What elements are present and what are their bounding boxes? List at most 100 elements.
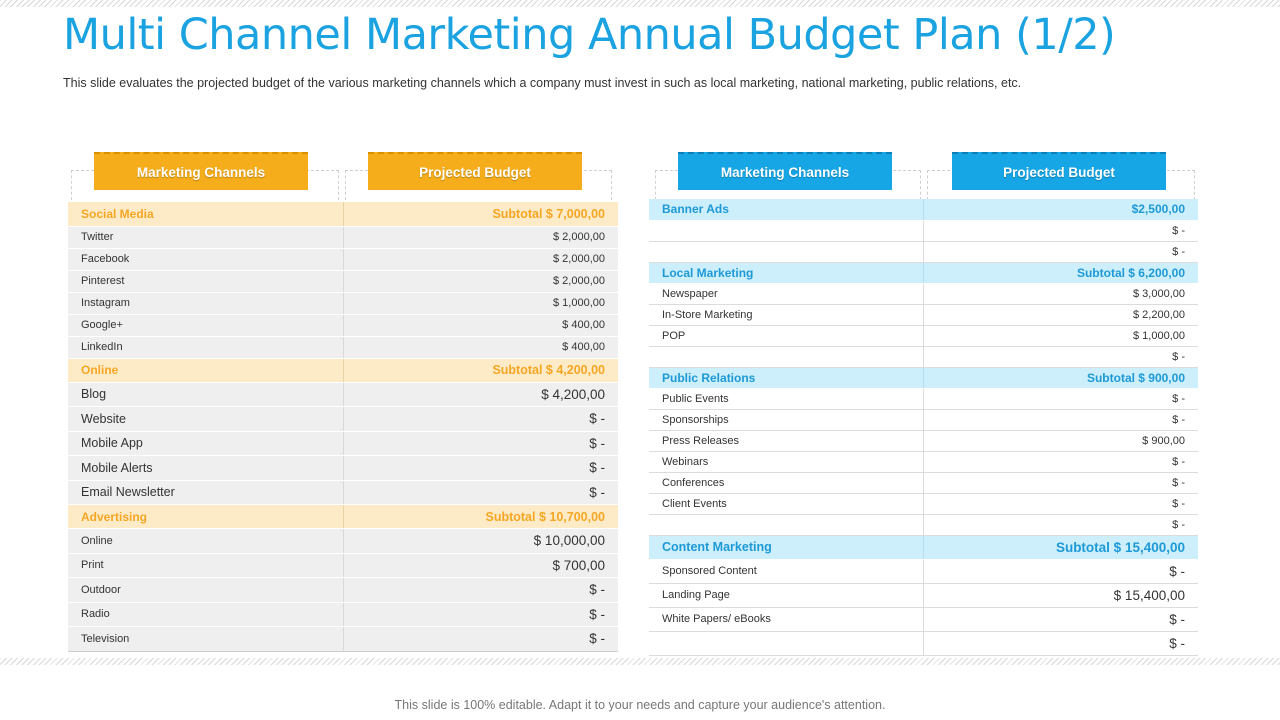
channel-amount: $ - — [923, 607, 1198, 632]
category-label: Social Media — [68, 202, 344, 227]
table-row: Sponsorships $ - — [649, 409, 1198, 431]
channel-label — [649, 631, 924, 656]
channel-label: White Papers/ eBooks — [649, 607, 924, 632]
channel-amount: $ - — [923, 220, 1198, 242]
table-row: Print $ 700,00 — [68, 553, 618, 578]
channel-label: Online — [68, 528, 344, 554]
table-row: Television $ - — [68, 626, 618, 652]
left-budget-table: Social Media Subtotal $ 7,000,00 Twitter… — [68, 202, 618, 652]
channel-amount: $ 15,400,00 — [923, 583, 1198, 608]
channel-label: Twitter — [68, 226, 344, 249]
channel-label: Mobile Alerts — [68, 455, 344, 481]
channel-amount: $ - — [923, 241, 1198, 263]
table-row: Instagram $ 1,000,00 — [68, 292, 618, 315]
channel-label: LinkedIn — [68, 336, 344, 359]
left-channels-header: Marketing Channels — [94, 152, 308, 190]
category-subtotal: Subtotal $ 7,000,00 — [343, 202, 618, 227]
category-label: Content Marketing — [649, 535, 924, 560]
right-budget-table: Banner Ads $2,500,00 $ - $ - Local Marke… — [649, 199, 1198, 656]
channel-label: Sponsorships — [649, 409, 924, 431]
table-row: Public Events $ - — [649, 388, 1198, 410]
channel-label: Conferences — [649, 472, 924, 494]
table-row: Pinterest $ 2,000,00 — [68, 270, 618, 293]
channel-amount: $ - — [343, 577, 618, 603]
channel-amount: $ - — [923, 472, 1198, 494]
channel-label: Client Events — [649, 493, 924, 515]
category-subtotal: Subtotal $ 6,200,00 — [923, 262, 1198, 284]
table-row: Blog $ 4,200,00 — [68, 382, 618, 407]
channel-amount: $ - — [923, 559, 1198, 584]
channel-amount: $ - — [923, 493, 1198, 515]
channel-label — [649, 220, 924, 242]
channel-amount: $ 4,200,00 — [343, 382, 618, 407]
category-label: Public Relations — [649, 367, 924, 389]
category-subtotal: Subtotal $ 15,400,00 — [923, 535, 1198, 560]
channel-amount: $ - — [343, 602, 618, 627]
channel-amount: $ - — [923, 388, 1198, 410]
table-row: $ - — [649, 631, 1198, 656]
category-subtotal: Subtotal $ 4,200,00 — [343, 358, 618, 383]
channel-label: Webinars — [649, 451, 924, 473]
table-row: $ - — [649, 241, 1198, 263]
category-row-advertising: Advertising Subtotal $ 10,700,00 — [68, 504, 618, 529]
channel-label: Television — [68, 626, 344, 652]
channel-label: POP — [649, 325, 924, 347]
category-label: Online — [68, 358, 344, 383]
channel-label: Radio — [68, 602, 344, 627]
channel-amount: $ 2,200,00 — [923, 304, 1198, 326]
table-row: Press Releases $ 900,00 — [649, 430, 1198, 452]
table-row: Sponsored Content $ - — [649, 559, 1198, 584]
category-row-public-relations: Public Relations Subtotal $ 900,00 — [649, 367, 1198, 389]
channel-label: Press Releases — [649, 430, 924, 452]
table-row: Facebook $ 2,000,00 — [68, 248, 618, 271]
channel-label: Pinterest — [68, 270, 344, 293]
channel-amount: $ 2,000,00 — [343, 226, 618, 249]
page-title: Multi Channel Marketing Annual Budget Pl… — [63, 10, 1116, 60]
channel-label: Outdoor — [68, 577, 344, 603]
category-row-local-marketing: Local Marketing Subtotal $ 6,200,00 — [649, 262, 1198, 284]
channel-amount: $ - — [923, 409, 1198, 431]
table-row: Google+ $ 400,00 — [68, 314, 618, 337]
channel-amount: $ - — [343, 406, 618, 432]
category-row-banner-ads: Banner Ads $2,500,00 — [649, 199, 1198, 221]
category-subtotal: Subtotal $ 900,00 — [923, 367, 1198, 389]
channel-amount: $ 700,00 — [343, 553, 618, 578]
page-subtitle: This slide evaluates the projected budge… — [63, 76, 1022, 90]
category-label: Advertising — [68, 504, 344, 529]
table-row: Client Events $ - — [649, 493, 1198, 515]
left-budget-header: Projected Budget — [368, 152, 582, 190]
channel-label: Email Newsletter — [68, 480, 344, 505]
channel-amount: $ - — [923, 346, 1198, 368]
table-row: Website $ - — [68, 406, 618, 432]
channel-amount: $ 2,000,00 — [343, 248, 618, 271]
table-row: White Papers/ eBooks $ - — [649, 607, 1198, 632]
channel-amount: $ 900,00 — [923, 430, 1198, 452]
channel-label: Instagram — [68, 292, 344, 315]
table-row: Conferences $ - — [649, 472, 1198, 494]
category-label: Banner Ads — [649, 199, 924, 221]
table-row: Webinars $ - — [649, 451, 1198, 473]
channel-amount: $ 2,000,00 — [343, 270, 618, 293]
category-subtotal: $2,500,00 — [923, 199, 1198, 221]
channel-amount: $ 3,000,00 — [923, 283, 1198, 305]
channel-amount: $ - — [923, 451, 1198, 473]
table-row: Online $ 10,000,00 — [68, 528, 618, 554]
footer-note: This slide is 100% editable. Adapt it to… — [394, 698, 886, 712]
table-row: $ - — [649, 220, 1198, 242]
table-row: Radio $ - — [68, 602, 618, 627]
channel-amount: $ 1,000,00 — [923, 325, 1198, 347]
table-row: POP $ 1,000,00 — [649, 325, 1198, 347]
channel-label: Blog — [68, 382, 344, 407]
table-row: $ - — [649, 346, 1198, 368]
channel-label: Mobile App — [68, 431, 344, 456]
channel-amount: $ - — [343, 480, 618, 505]
channel-label: Public Events — [649, 388, 924, 410]
channel-label: Print — [68, 553, 344, 578]
channel-label — [649, 514, 924, 536]
channel-amount: $ 400,00 — [343, 336, 618, 359]
table-row: Email Newsletter $ - — [68, 480, 618, 505]
channel-label: Landing Page — [649, 583, 924, 608]
table-row: LinkedIn $ 400,00 — [68, 336, 618, 359]
top-hatch-band — [0, 0, 1280, 7]
channel-amount: $ 1,000,00 — [343, 292, 618, 315]
